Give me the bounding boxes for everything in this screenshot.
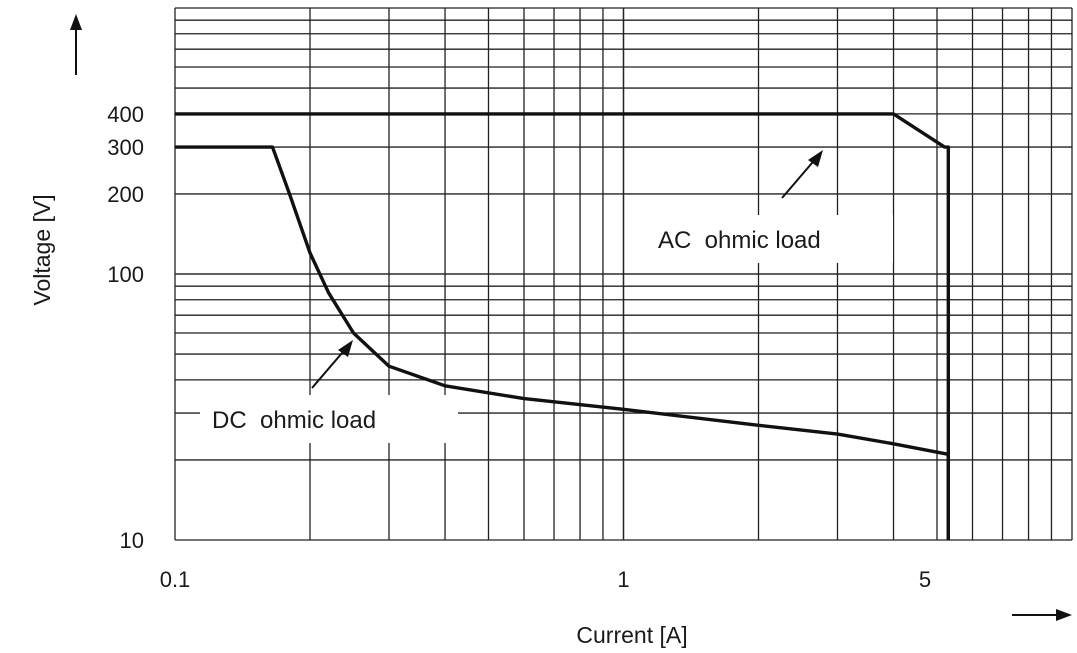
dc-annotation-arrow-line: [311, 345, 349, 389]
y-tick-label: 10: [120, 528, 144, 553]
grid: [174, 7, 1073, 541]
x-axis-label: Current [A]: [576, 622, 687, 648]
y-tick-label: 300: [107, 135, 144, 160]
ac-ohmic-load-curve: [175, 112, 950, 540]
y-axis-arrow: [70, 14, 82, 75]
x-tick-label: 1: [617, 567, 629, 592]
ac-annotation-arrow-line: [781, 155, 819, 199]
dc-ohmic-load-curve: [175, 145, 950, 540]
x-axis-arrow: [1012, 609, 1072, 621]
dc-annotation-arrow-head: [338, 340, 353, 357]
tick-labels: 10 100 200 300 400 0.1 1 5: [107, 102, 931, 592]
y-tick-label: 400: [107, 102, 144, 127]
annotations: AC ohmic load DC ohmic load: [200, 150, 893, 443]
y-tick-label: 100: [107, 262, 144, 287]
ac-label-background: [648, 215, 893, 263]
x-tick-label: 0.1: [160, 567, 191, 592]
curves: [175, 112, 950, 540]
ac-annotation-arrow-head: [808, 150, 823, 167]
x-tick-label: 5: [919, 567, 931, 592]
ac-annotation-label: AC ohmic load: [658, 227, 821, 254]
y-tick-label: 200: [107, 182, 144, 207]
dc-label-background: [200, 395, 458, 443]
dc-annotation-label: DC ohmic load: [212, 407, 376, 434]
y-axis-label: Voltage [V]: [29, 194, 55, 305]
